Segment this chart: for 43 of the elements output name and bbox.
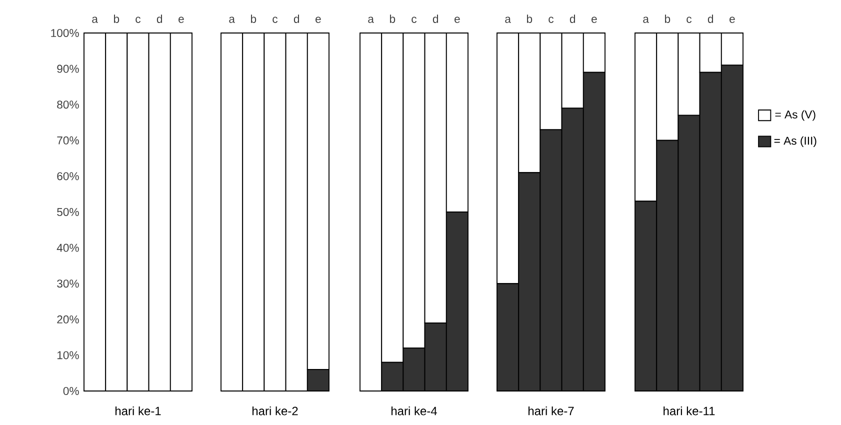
x-tick-label: b	[526, 14, 532, 23]
x-tick-label: d	[708, 14, 714, 23]
y-tick-label: 0%	[63, 387, 79, 396]
x-tick-label: b	[114, 14, 120, 23]
x-tick-label: c	[136, 16, 141, 23]
x-tick-label: b	[250, 14, 256, 23]
x-tick-label: d	[294, 14, 300, 23]
x-tick-label: d	[432, 14, 438, 23]
x-tick-label: a	[229, 16, 235, 23]
x-axis-title: hari ke-1	[115, 406, 161, 416]
y-tick-label: 60%	[57, 172, 79, 180]
y-tick-label: 20%	[57, 315, 79, 324]
y-tick-label: 10%	[57, 351, 79, 360]
y-tick-label: 80%	[57, 100, 79, 109]
y-tick-label: 90%	[57, 64, 79, 73]
x-tick-label: a	[368, 16, 374, 23]
x-tick-label: a	[92, 16, 98, 23]
legend-label: = As (III)	[774, 136, 816, 147]
y-tick-label: 50%	[57, 208, 79, 216]
x-tick-label: e	[592, 16, 597, 23]
x-tick-label: e	[454, 16, 460, 23]
x-axis-title: hari ke-2	[252, 406, 298, 416]
x-tick-label: b	[390, 14, 396, 23]
x-tick-label: e	[178, 16, 184, 23]
x-tick-label: e	[316, 16, 321, 23]
x-tick-label: c	[686, 16, 692, 23]
x-tick-label: c	[272, 16, 278, 23]
x-tick-label: d	[156, 14, 162, 23]
y-tick-label: 30%	[57, 280, 79, 288]
y-tick-label: 70%	[57, 136, 79, 144]
x-tick-label: e	[730, 16, 735, 23]
y-tick-label: 40%	[56, 244, 79, 252]
x-tick-label: c	[548, 16, 554, 23]
x-tick-label: a	[643, 16, 649, 23]
x-tick-label: d	[570, 14, 576, 23]
x-axis-title: hari ke-11	[664, 406, 715, 416]
x-tick-label: c	[412, 16, 417, 23]
x-tick-label: b	[664, 14, 670, 23]
legend-label: = As (V)	[775, 110, 816, 121]
y-tick-label: 100%	[51, 28, 79, 38]
x-tick-label: a	[505, 16, 511, 23]
x-axis-title: hari ke-4	[392, 406, 437, 416]
x-axis-title: hari ke-7	[528, 406, 574, 416]
